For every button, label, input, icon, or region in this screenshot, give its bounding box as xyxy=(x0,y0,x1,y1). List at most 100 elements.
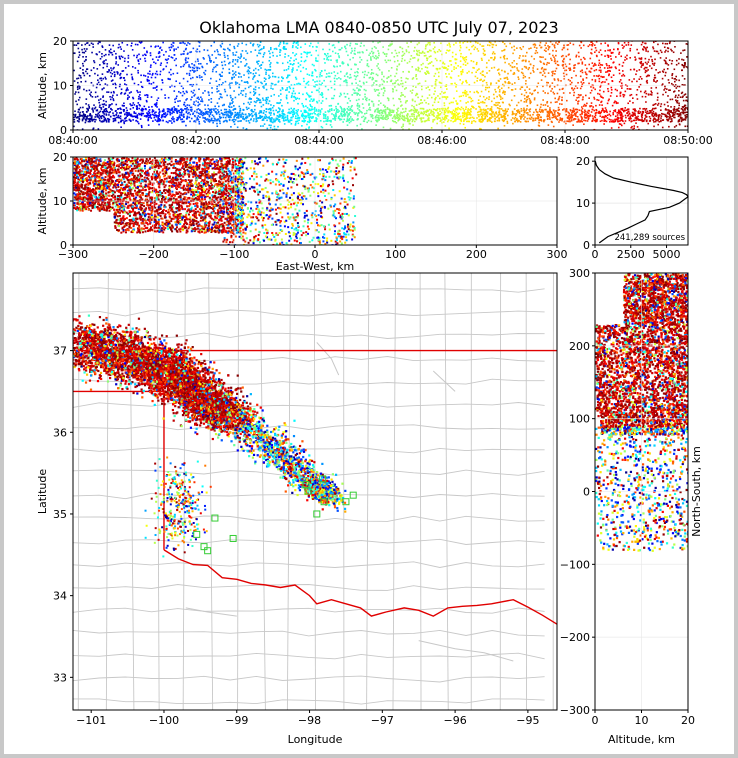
time-height-point xyxy=(533,89,536,92)
time-height-point xyxy=(554,97,556,100)
time-height-point xyxy=(175,48,177,50)
time-height-point xyxy=(92,67,95,69)
time-height-point xyxy=(503,119,506,122)
time-height-point xyxy=(535,110,538,113)
time-height-point xyxy=(308,119,311,122)
time-height-point xyxy=(566,44,569,46)
time-height-point xyxy=(78,108,80,111)
time-height-point xyxy=(650,55,652,58)
time-height-point xyxy=(200,96,202,99)
time-height-point xyxy=(582,81,585,84)
time-height-point xyxy=(87,109,89,112)
time-height-point xyxy=(325,123,328,126)
time-height-point xyxy=(548,115,551,117)
time-height-point xyxy=(581,69,583,72)
time-height-point xyxy=(553,113,556,115)
time-height-point xyxy=(684,106,687,109)
time-height-point xyxy=(626,85,629,87)
time-height-point xyxy=(491,46,494,49)
time-height-point xyxy=(610,127,613,129)
time-height-point xyxy=(680,52,682,54)
time-height-point xyxy=(388,108,391,111)
time-height-point xyxy=(314,81,316,83)
time-height-point xyxy=(257,99,260,101)
time-height-point xyxy=(416,43,419,46)
time-height-point xyxy=(207,108,210,110)
time-height-point xyxy=(139,42,142,44)
time-height-point xyxy=(196,97,199,100)
time-height-point xyxy=(581,98,584,101)
time-height-point xyxy=(556,43,559,45)
time-height-point xyxy=(460,119,463,121)
time-height-point xyxy=(122,119,124,122)
time-height-point xyxy=(96,68,99,70)
time-height-point xyxy=(605,109,608,111)
time-height-point xyxy=(632,119,635,122)
time-height-point xyxy=(248,113,250,115)
time-height-point xyxy=(274,84,276,86)
time-height-point xyxy=(470,60,473,62)
time-height-point xyxy=(545,63,548,66)
time-height-point xyxy=(200,100,202,103)
time-height-point xyxy=(98,51,101,53)
time-height-point xyxy=(443,121,445,123)
time-height-point xyxy=(245,120,248,122)
time-height-point xyxy=(649,120,652,122)
time-height-point xyxy=(127,97,129,99)
time-height-point xyxy=(458,116,460,118)
time-height-point xyxy=(108,114,110,116)
time-height-point xyxy=(272,121,274,124)
time-height-point xyxy=(479,108,482,111)
time-height-point xyxy=(362,115,365,118)
time-height-point xyxy=(454,118,456,121)
time-height-point xyxy=(273,120,275,122)
time-height-point xyxy=(617,48,619,51)
time-height-point xyxy=(259,111,262,114)
time-height-point xyxy=(559,103,561,105)
time-height-point xyxy=(528,66,531,69)
time-height-point xyxy=(239,39,241,41)
time-height-point xyxy=(652,112,655,115)
time-height-point xyxy=(167,121,169,124)
time-height-point xyxy=(415,104,418,106)
time-height-point xyxy=(285,97,288,100)
time-height-point xyxy=(618,69,621,71)
time-height-point xyxy=(366,97,368,100)
time-height-point xyxy=(119,72,122,75)
time-height-point xyxy=(324,62,326,64)
time-height-point xyxy=(343,118,346,121)
time-height-point xyxy=(333,115,336,117)
time-height-point xyxy=(385,53,388,55)
time-height-point xyxy=(513,108,516,110)
time-height-point xyxy=(480,113,483,115)
time-height-point xyxy=(481,118,484,120)
time-height-point xyxy=(213,41,216,44)
time-height-point xyxy=(95,109,98,112)
time-height-point xyxy=(183,92,186,95)
time-height-point xyxy=(139,118,142,120)
time-height-point xyxy=(76,88,79,91)
time-height-point xyxy=(571,110,574,113)
time-height-point xyxy=(221,96,223,99)
time-height-point xyxy=(191,96,193,99)
time-height-point xyxy=(307,112,310,115)
time-height-point xyxy=(373,46,376,48)
time-height-point xyxy=(599,89,601,92)
time-height-point xyxy=(532,71,535,73)
time-height-point xyxy=(489,118,491,120)
time-height-point xyxy=(432,114,435,116)
time-height-point xyxy=(543,120,545,123)
time-height-point xyxy=(102,115,105,118)
time-height-point xyxy=(644,118,646,120)
time-height-point xyxy=(293,112,296,114)
time-height-point xyxy=(82,106,84,109)
time-height-point xyxy=(392,90,394,93)
time-height-point xyxy=(540,56,542,59)
time-height-point xyxy=(668,113,671,115)
time-height-point xyxy=(309,116,312,118)
time-height-point xyxy=(253,69,255,72)
time-height-point xyxy=(529,92,531,94)
time-height-point xyxy=(629,117,632,120)
time-height-point xyxy=(418,114,421,117)
time-height-point xyxy=(353,89,356,92)
